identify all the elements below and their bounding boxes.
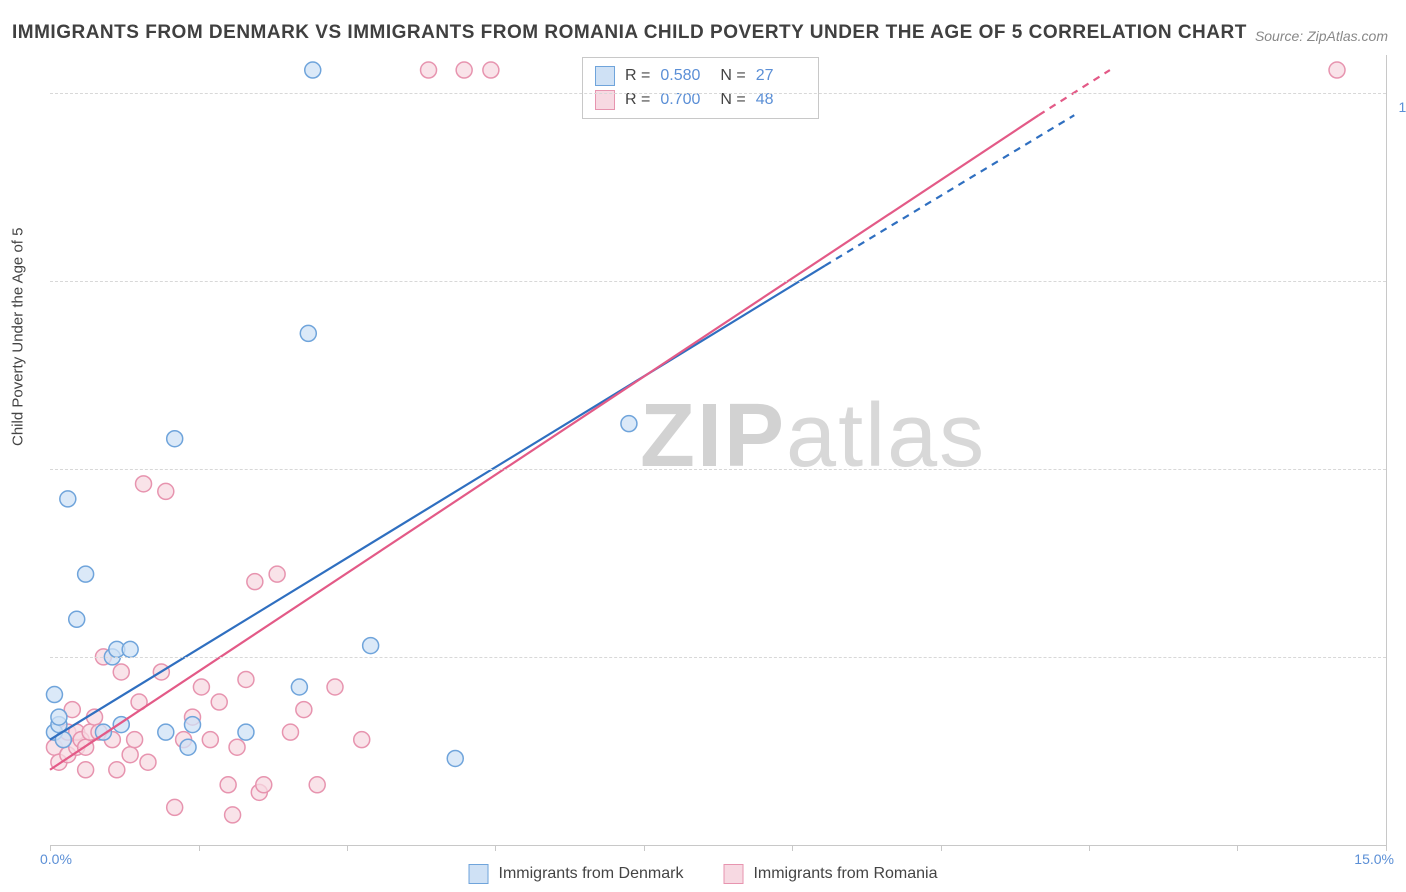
y-tick-label: 25.0% [1396,663,1406,679]
swatch-denmark-bottom [469,864,489,884]
y-axis-label: Child Poverty Under the Age of 5 [10,228,27,446]
legend-item-romania: Immigrants from Romania [723,864,937,884]
y-tick-label: 50.0% [1396,475,1406,491]
swatch-denmark [595,66,615,86]
legend-row-denmark: R = 0.580 N = 27 [595,64,806,88]
plot-area: ZIPatlas R = 0.580 N = 27 R = 0.700 N = … [50,55,1387,846]
y-tick-label: 75.0% [1396,287,1406,303]
legend-row-romania: R = 0.700 N = 48 [595,88,806,112]
n-value-denmark: 27 [756,67,806,85]
chart-title: IMMIGRANTS FROM DENMARK VS IMMIGRANTS FR… [12,22,1247,44]
swatch-romania-bottom [723,864,743,884]
y-tick-label: 100.0% [1396,99,1406,115]
n-label-denmark: N = [720,67,745,85]
legend-correlation: R = 0.580 N = 27 R = 0.700 N = 48 [582,57,819,119]
r-label-romania: R = [625,91,650,109]
legend-label-denmark: Immigrants from Denmark [499,865,684,883]
r-value-denmark: 0.580 [660,67,710,85]
legend-item-denmark: Immigrants from Denmark [469,864,684,884]
x-tick-label-max: 15.0% [1354,851,1394,867]
chart-svg [50,55,1386,845]
x-tick-label-min: 0.0% [40,851,72,867]
n-value-romania: 48 [756,91,806,109]
r-value-romania: 0.700 [660,91,710,109]
source-attribution: Source: ZipAtlas.com [1255,28,1388,44]
r-label-denmark: R = [625,67,650,85]
n-label-romania: N = [720,91,745,109]
legend-series: Immigrants from Denmark Immigrants from … [469,864,938,884]
legend-label-romania: Immigrants from Romania [753,865,937,883]
